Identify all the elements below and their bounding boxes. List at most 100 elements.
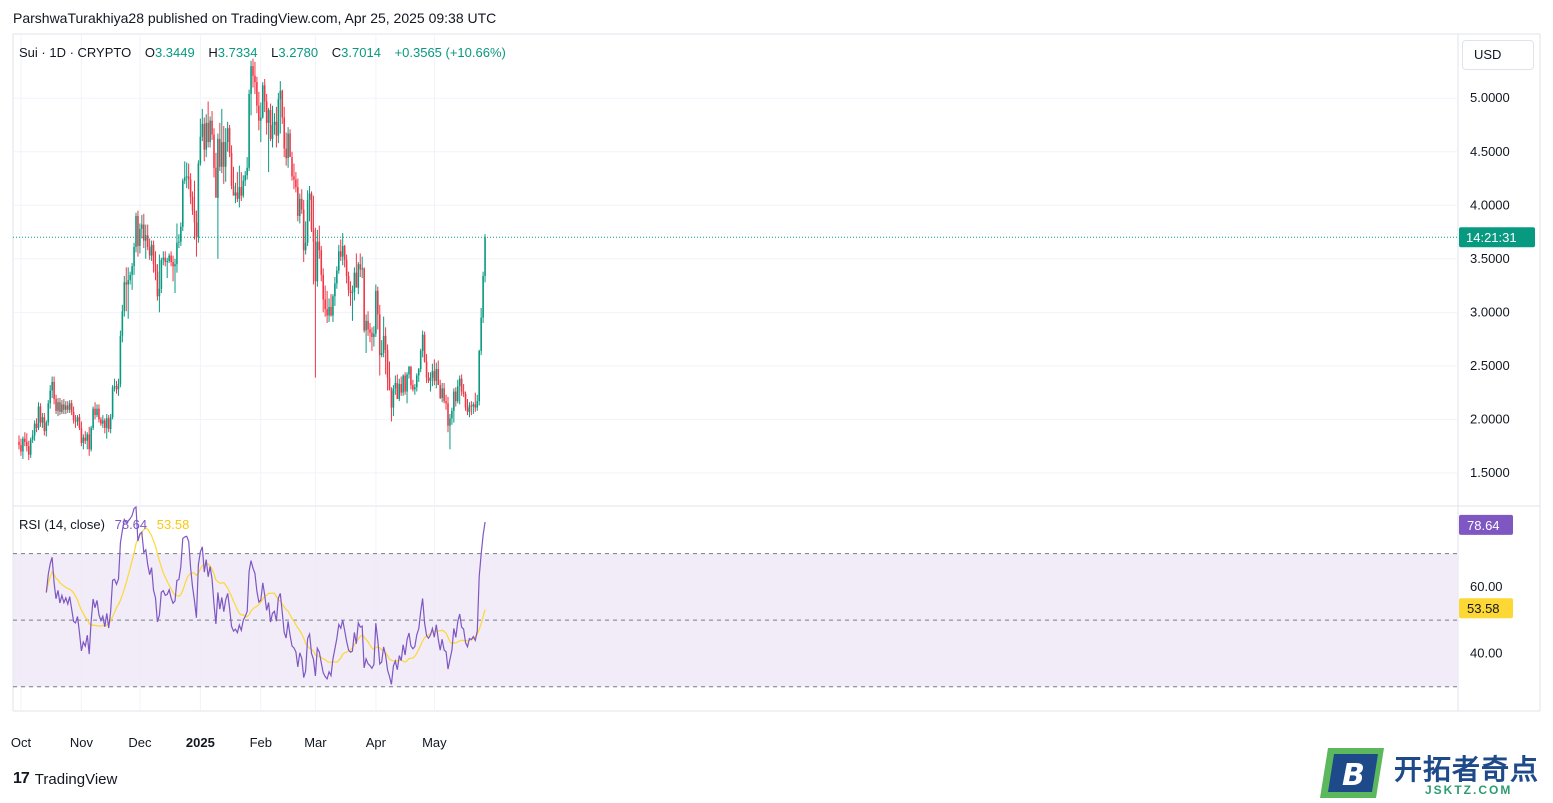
time-axis-label-2025: 2025 [186, 735, 215, 750]
symbol-legend[interactable]: Sui · 1D · CRYPTO O3.3449 H3.7334 L3.278… [19, 45, 506, 60]
candle [300, 189, 303, 214]
candle [254, 61, 256, 94]
candle [53, 376, 55, 405]
candle [47, 400, 50, 426]
close-label: C [331, 45, 342, 60]
candle [185, 162, 188, 189]
candle [242, 175, 245, 198]
candle-body [347, 275, 350, 290]
candle [66, 401, 69, 413]
candle [250, 60, 252, 116]
candle-body [193, 210, 196, 223]
candle-body [104, 420, 106, 428]
candle-body [70, 403, 73, 412]
candle-body [328, 306, 330, 316]
candle [460, 374, 463, 396]
candle [31, 430, 34, 443]
candle [285, 132, 287, 166]
candle [150, 240, 153, 261]
candle [74, 415, 77, 428]
candle [458, 375, 461, 405]
candle-body [61, 404, 63, 412]
open-label: O [144, 45, 155, 60]
candle-body [219, 138, 221, 167]
candle [287, 127, 289, 168]
candle [164, 251, 167, 267]
candle-body [316, 241, 319, 282]
candle [76, 415, 79, 426]
time-axis-label-apr: Apr [366, 735, 387, 750]
candle-body [318, 241, 321, 251]
candle [371, 327, 373, 351]
candle [256, 76, 258, 114]
candle [258, 91, 260, 131]
candle [170, 251, 172, 267]
candle [263, 78, 266, 113]
candle [283, 106, 285, 158]
candle-body [277, 99, 280, 136]
candle [133, 242, 135, 275]
candle-body [29, 439, 32, 455]
candle [43, 412, 46, 436]
candle-body [392, 388, 395, 408]
candle-body [254, 75, 256, 83]
candle-body [474, 404, 477, 408]
candle [271, 105, 274, 148]
candle [359, 253, 362, 277]
candle [104, 418, 106, 434]
candle-body [402, 375, 404, 393]
symbol-name[interactable]: Sui · 1D · CRYPTO [19, 45, 132, 60]
candle-body [377, 290, 379, 315]
candle-body [293, 176, 295, 180]
candle [386, 344, 389, 391]
candle [197, 160, 200, 243]
rsi-legend[interactable]: RSI (14, close) 78.64 53.58 [19, 517, 189, 532]
candle [281, 89, 284, 124]
candle [273, 113, 276, 135]
candle [86, 432, 89, 450]
price-tick-label: 3.5000 [1470, 251, 1510, 266]
candle-body [80, 427, 83, 443]
candle-body [20, 445, 22, 452]
candle-body [265, 101, 268, 123]
candle [384, 327, 387, 375]
candle [252, 58, 254, 88]
candle [308, 186, 311, 222]
candle [343, 244, 346, 268]
candle [217, 133, 219, 259]
candle-body [135, 215, 137, 248]
candle-body [299, 198, 301, 216]
candle [154, 251, 157, 281]
candle-body [113, 386, 116, 388]
tradingview-logo[interactable]: 17 TradingView [13, 770, 117, 788]
candle-body [431, 371, 434, 378]
candle-body [261, 85, 264, 118]
candle-body [246, 167, 248, 176]
candle-body [88, 434, 90, 450]
currency-button[interactable]: USD [1462, 40, 1534, 70]
candle [449, 414, 451, 450]
candle-body [31, 435, 34, 440]
candle-body [76, 417, 79, 422]
candle-body [160, 259, 163, 289]
candle-body [228, 128, 231, 153]
candle [269, 103, 272, 142]
change-value: +0.3565 (+10.66%) [394, 45, 506, 60]
candle-body [102, 420, 104, 424]
candle [394, 375, 397, 395]
candle [193, 180, 196, 240]
candle [143, 213, 145, 249]
rsi-value-badge [1459, 514, 1513, 535]
candle [474, 392, 477, 412]
candle-body [51, 381, 53, 391]
price-tick-label: 3.0000 [1470, 304, 1510, 319]
rsi-title[interactable]: RSI (14, close) [19, 517, 105, 532]
candle-body [314, 241, 317, 282]
candle-body [224, 142, 227, 167]
candle-body [334, 283, 336, 297]
candle-body [68, 403, 71, 410]
watermark-logo-icon: B [1320, 748, 1384, 798]
candle [365, 314, 367, 353]
candle-body [78, 417, 81, 428]
